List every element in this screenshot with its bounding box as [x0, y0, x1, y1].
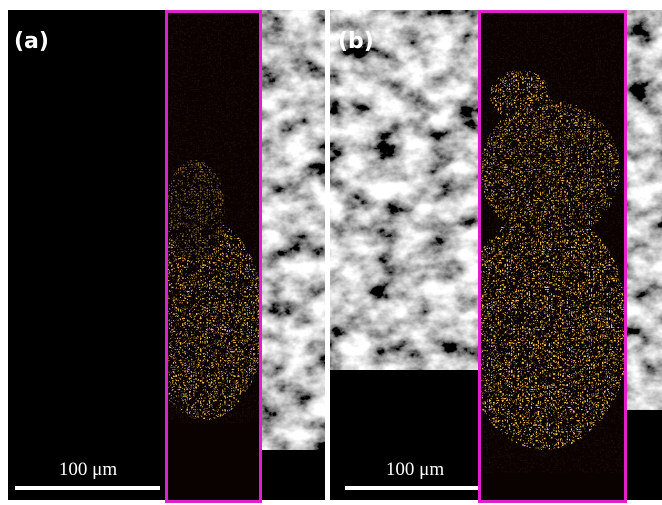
- panel-a: (a) 100 μm: [8, 10, 325, 502]
- eds-signal: [168, 13, 259, 423]
- sem-image: [330, 10, 478, 370]
- eds-signal: [481, 13, 624, 473]
- page: (a) 100 μm (b) 100 μm (() => { const dat…: [0, 0, 662, 505]
- scale-bar-label: 100 μm: [386, 459, 444, 480]
- scale-bar: [345, 486, 478, 490]
- panel-b: (b) 100 μm: [330, 10, 662, 502]
- sem-image: [627, 10, 662, 410]
- scale-bar: [15, 486, 160, 490]
- sem-image: [8, 10, 163, 430]
- scale-bar-label: 100 μm: [59, 459, 117, 480]
- panel-label: (a): [14, 29, 49, 54]
- panel-label: (b): [338, 29, 374, 54]
- figure: (a) 100 μm (b) 100 μm: [0, 0, 662, 505]
- sem-image: [262, 10, 325, 450]
